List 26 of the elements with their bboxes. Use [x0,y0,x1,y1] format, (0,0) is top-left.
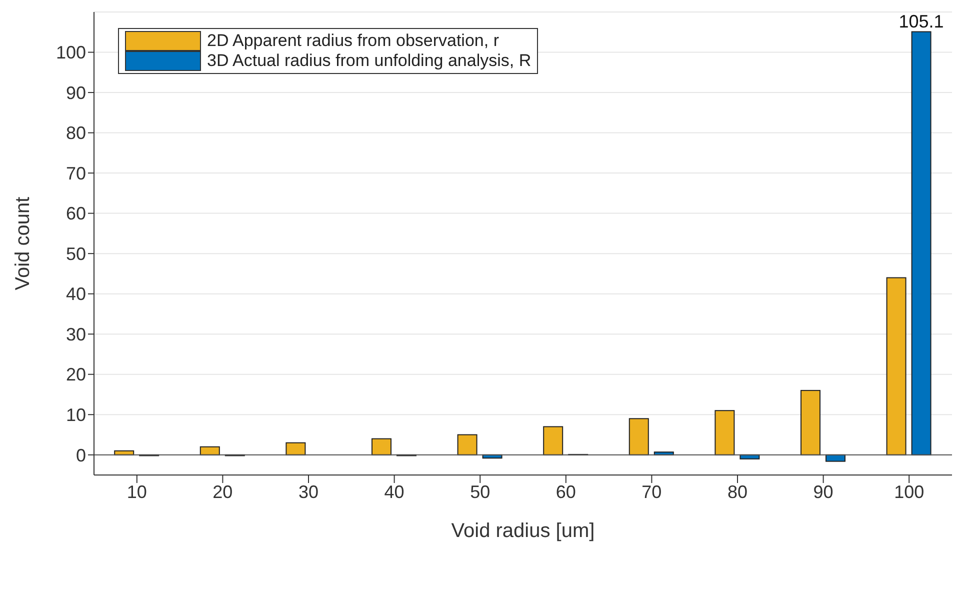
x-tick-label: 70 [642,482,662,502]
legend-label: 3D Actual radius from unfolding analysis, R [207,51,532,71]
x-tick-label: 30 [298,482,319,502]
x-tick-label: 100 [894,482,924,502]
x-tick-label: 40 [384,482,404,502]
y-tick-label: 20 [66,364,86,385]
y-tick-label: 40 [66,284,86,304]
x-tick-label: 20 [212,482,233,502]
y-tick-label: 60 [66,204,86,224]
data-label: 105.1 [898,12,944,32]
x-tick-label: 10 [126,482,147,502]
x-tick-label: 50 [470,482,490,502]
x-axis-title: Void radius [um] [451,520,595,542]
y-tick-label: 10 [66,405,86,425]
y-tick-label: 30 [66,324,86,344]
y-tick-label: 90 [66,82,86,103]
x-tick-label: 90 [813,482,834,502]
x-tick-label: 80 [727,482,748,502]
y-tick-label: 0 [76,445,86,466]
y-tick-label: 70 [66,163,86,184]
y-tick-label: 100 [56,42,86,63]
y-tick-label: 80 [66,123,86,144]
y-axis-title: Void count [12,196,34,290]
legend-label: 2D Apparent radius from observation, r [207,31,499,51]
x-tick-label: 60 [556,482,576,502]
y-tick-label: 50 [66,244,86,264]
